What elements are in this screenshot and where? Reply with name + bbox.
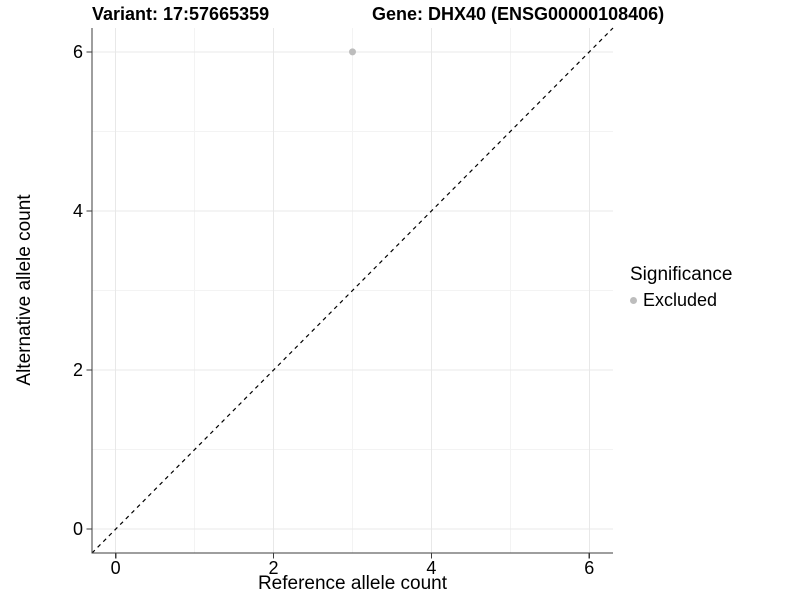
variant-title: Variant: 17:57665359 [92,4,270,24]
legend-title: Significance [630,264,733,285]
y-tick-label: 0 [73,519,83,539]
data-point [349,48,356,56]
x-tick-label: 0 [111,558,121,578]
gene-title: Gene: DHX40 (ENSG00000108406) [372,4,665,24]
x-axis-title: Reference allele count [257,573,448,594]
legend-item: Excluded [630,290,732,311]
legend-item-label: Excluded [643,290,718,310]
legend: Significance Excluded [630,264,732,311]
legend-key-dot-icon [630,297,637,304]
x-tick-label: 4 [426,558,436,578]
identity-line [91,27,614,554]
y-tick-label: 2 [73,360,83,380]
y-tick-label: 4 [73,201,83,221]
legend-items: Excluded [630,290,732,311]
x-tick-label: 6 [584,558,594,578]
x-tick-label: 2 [269,558,279,578]
y-axis-title: Alternative allele count [14,194,35,386]
y-tick-label: 6 [73,42,83,62]
